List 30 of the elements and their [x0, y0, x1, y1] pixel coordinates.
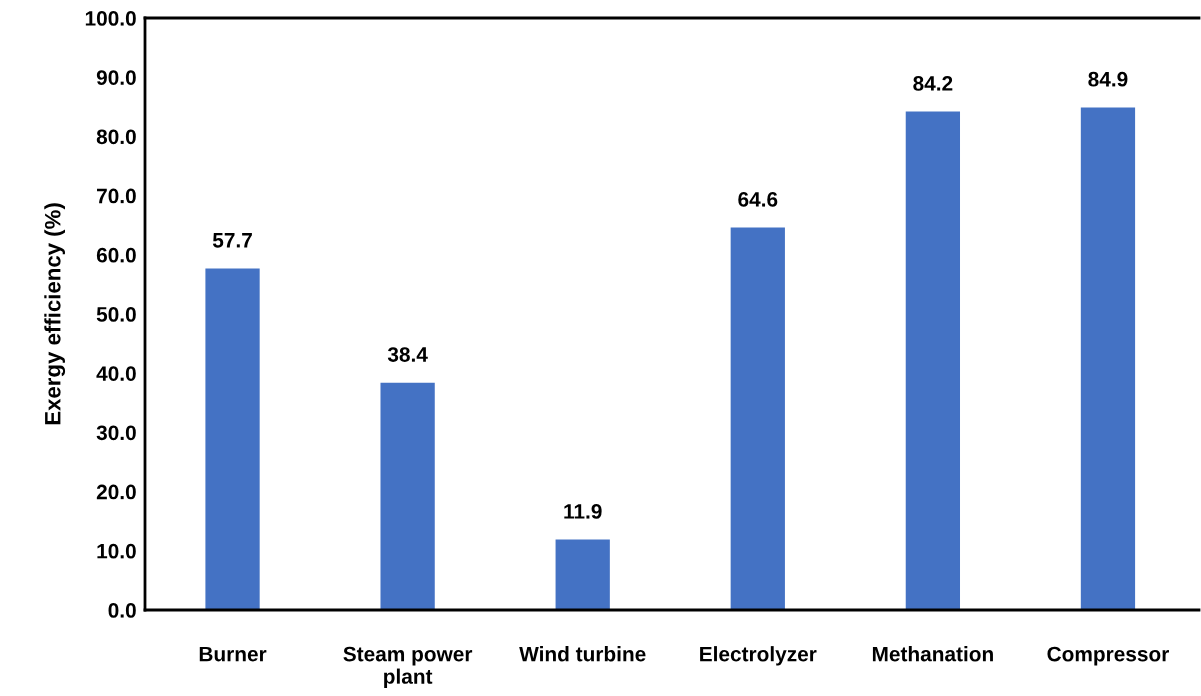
- bar: [1080, 107, 1136, 610]
- data-label: 57.7: [212, 233, 252, 248]
- data-label: 38.4: [387, 347, 428, 362]
- x-tick-label: Wind turbine: [519, 646, 646, 662]
- y-tick-label: 20.0: [96, 484, 136, 500]
- y-tick-label: 40.0: [96, 366, 136, 381]
- y-tick-label: 0.0: [108, 603, 136, 618]
- data-label: 84.9: [1088, 71, 1128, 87]
- y-tick-label: 80.0: [96, 129, 136, 145]
- y-tick-label: 60.0: [96, 247, 136, 263]
- x-tick-label: Compressor: [1047, 646, 1169, 666]
- x-tick-label: Electrolyzer: [700, 646, 817, 666]
- y-tick-label: 90.0: [96, 70, 136, 85]
- data-label: 64.6: [738, 192, 778, 207]
- bar: [205, 268, 260, 610]
- bar: [905, 111, 961, 610]
- y-tick-label: 50.0: [96, 307, 136, 322]
- x-tick-label: Methanation: [872, 646, 993, 662]
- bar: [730, 227, 785, 610]
- y-axis-title: Exergy efficiency (%): [44, 203, 66, 425]
- y-tick-label: 30.0: [96, 425, 136, 441]
- y-tick-label: 100.0: [85, 11, 136, 26]
- bar: [380, 382, 435, 610]
- x-tick-label: Burner: [199, 646, 267, 662]
- data-label: 11.9: [564, 504, 602, 519]
- x-tick-label: Steam power plant: [343, 646, 473, 688]
- y-tick-label: 70.0: [97, 188, 136, 204]
- y-tick-label: 10.0: [97, 543, 136, 559]
- data-label: 84.2: [913, 76, 953, 91]
- bar: [555, 539, 610, 610]
